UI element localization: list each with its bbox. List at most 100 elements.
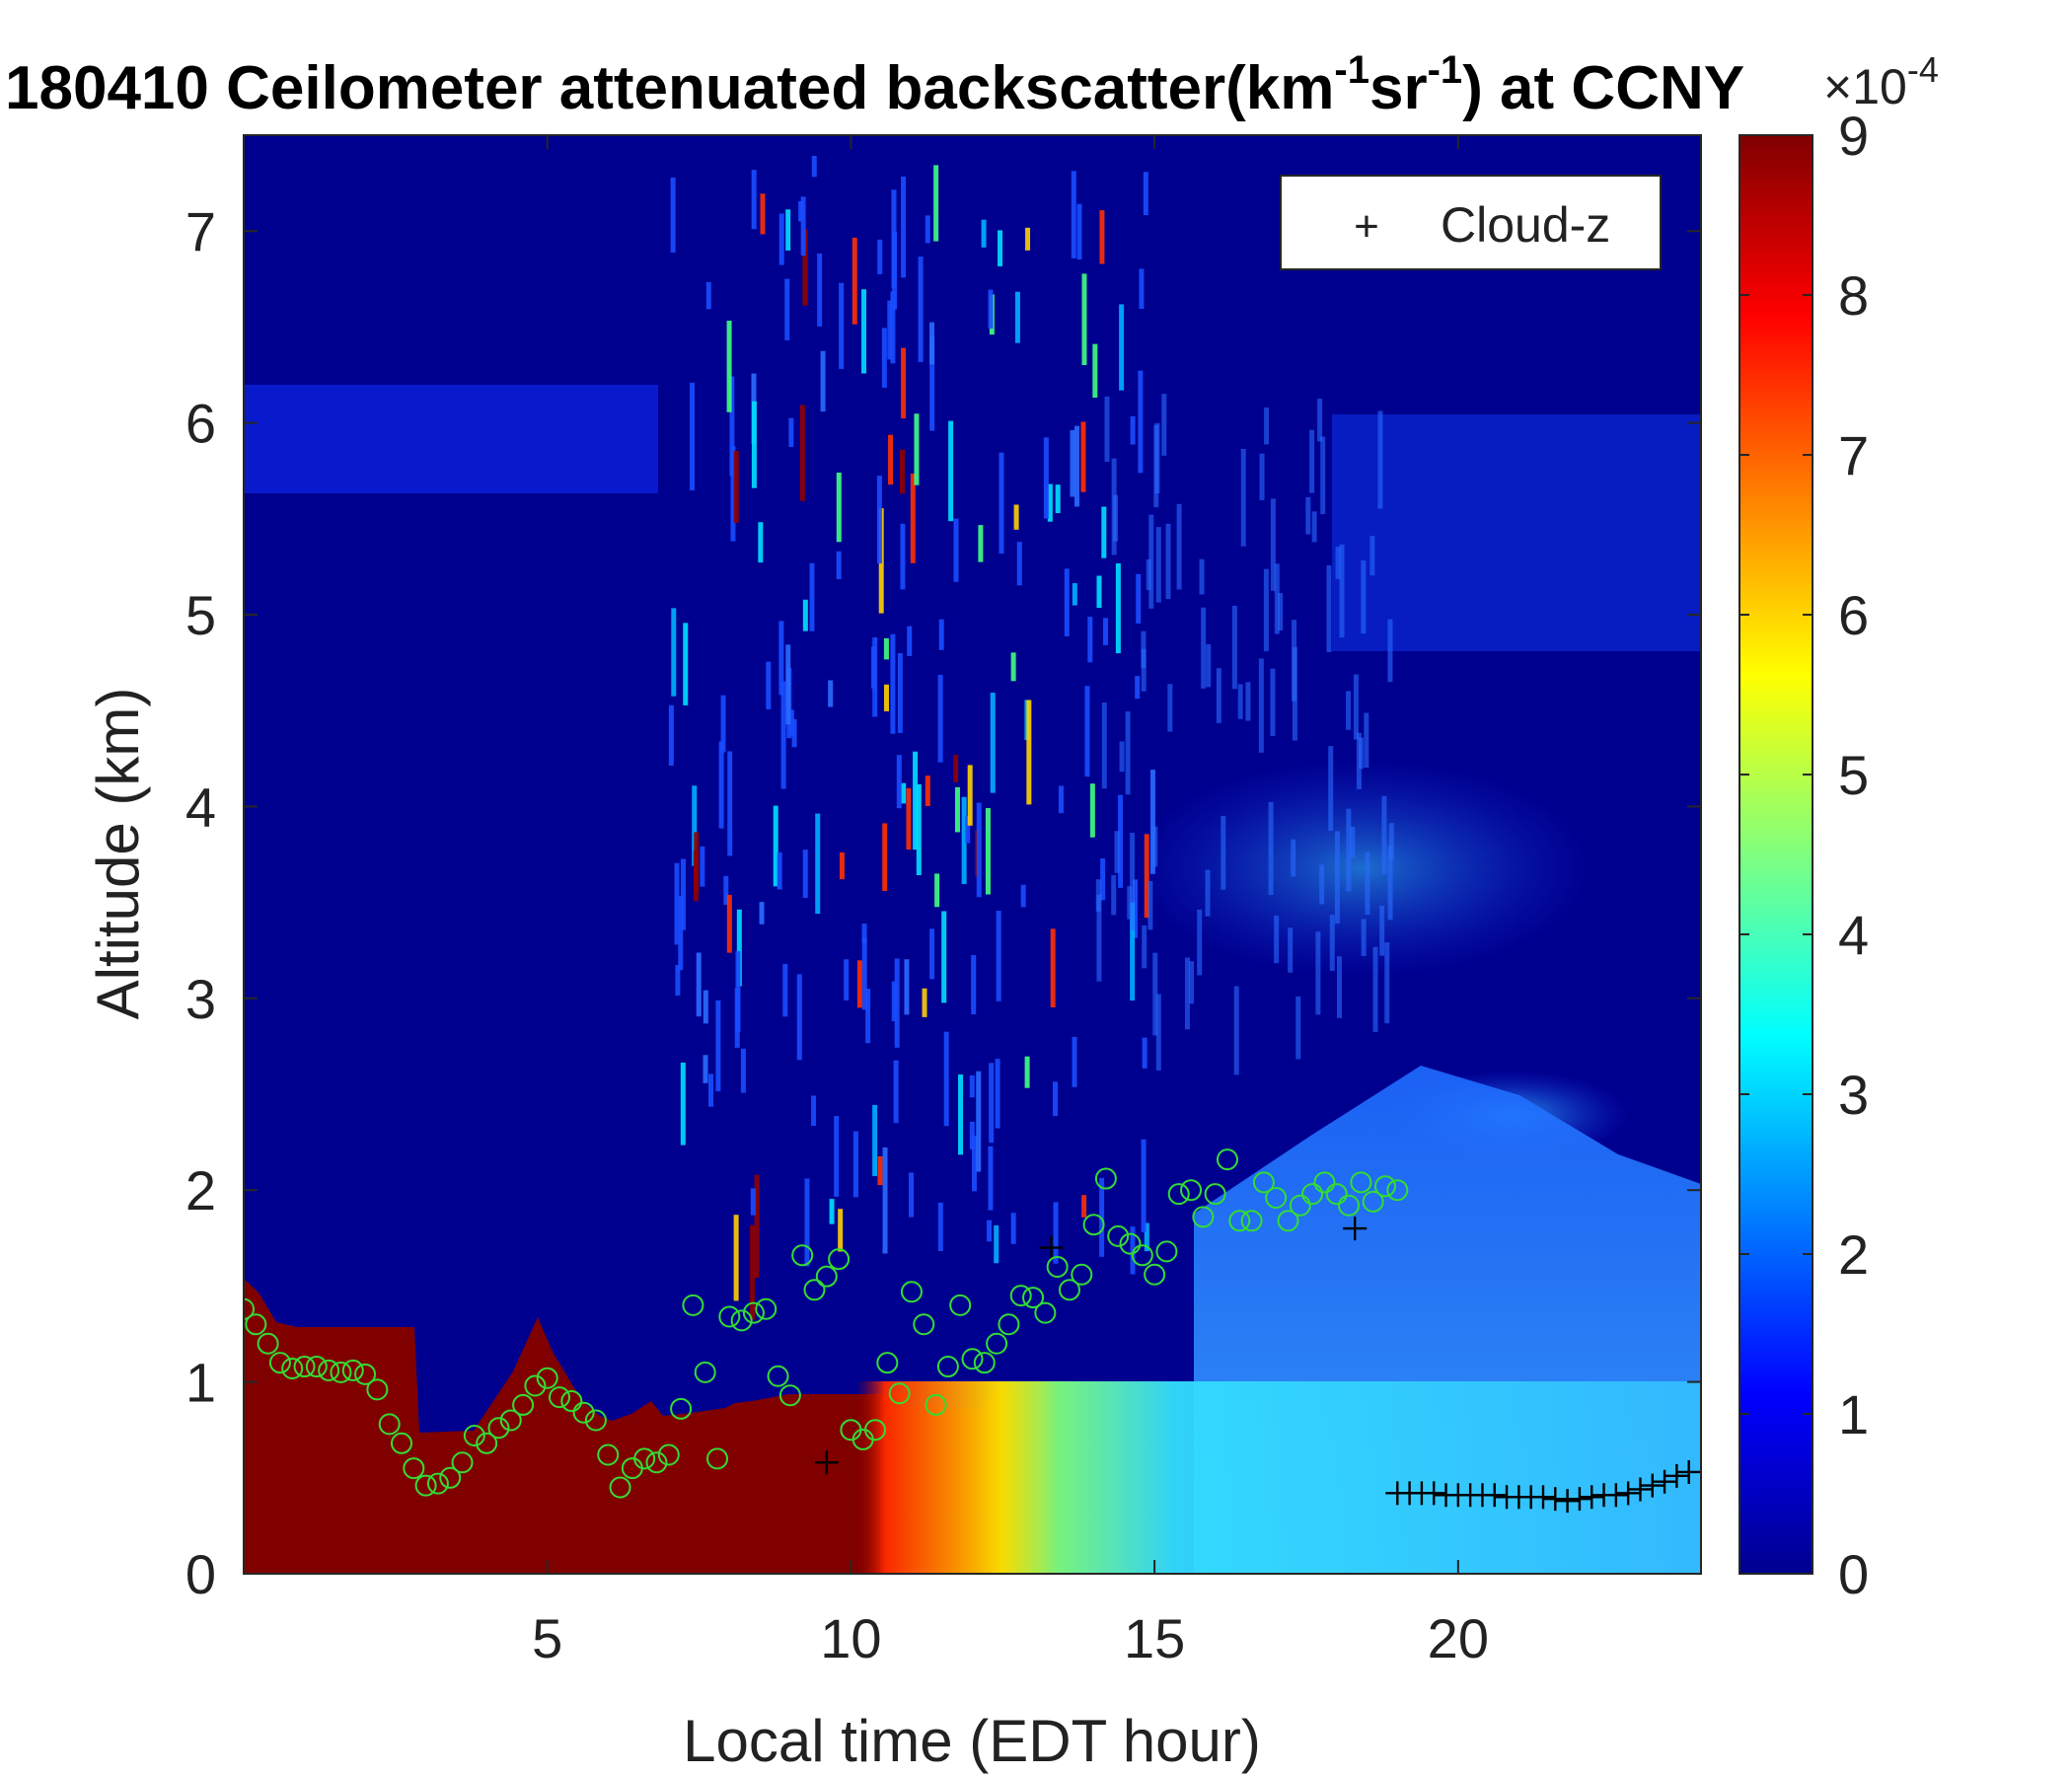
cloud-streak bbox=[1138, 370, 1144, 474]
cloud-streak bbox=[784, 278, 790, 340]
colorbar-tick-label: 6 bbox=[1838, 584, 1869, 646]
cloud-streak bbox=[729, 376, 735, 477]
cloud-streak bbox=[986, 1220, 992, 1242]
cloud-streak bbox=[1155, 994, 1161, 1071]
cloud-streak bbox=[925, 776, 930, 806]
cloud-streak bbox=[961, 796, 967, 885]
cloud-z-point bbox=[1653, 1469, 1677, 1494]
circle-point bbox=[1046, 1255, 1069, 1278]
cloud-streak bbox=[1206, 643, 1212, 688]
cloud-streak bbox=[1176, 503, 1182, 590]
cloud-streak bbox=[1381, 795, 1387, 874]
cloud-streak bbox=[839, 851, 845, 880]
circle-point bbox=[1252, 1171, 1275, 1194]
cloud-streak bbox=[1084, 686, 1090, 777]
circle-point bbox=[560, 1390, 583, 1413]
circle-point bbox=[1155, 1240, 1178, 1263]
cloud-streak bbox=[985, 807, 991, 895]
cloud-streak bbox=[1118, 794, 1124, 888]
cloud-streak bbox=[852, 1131, 858, 1198]
cloud-streak bbox=[838, 1209, 844, 1252]
cloud-streak bbox=[1148, 514, 1154, 609]
circle-point bbox=[876, 1352, 899, 1374]
cloud-streak bbox=[815, 813, 821, 915]
cloud-streak bbox=[1043, 437, 1049, 519]
cloud-streak bbox=[958, 1074, 964, 1155]
circle-point bbox=[1082, 1214, 1105, 1236]
x-axis: 5 10 15 20 bbox=[532, 135, 1489, 1669]
cloud-streak bbox=[1379, 905, 1385, 956]
cloud-streak bbox=[943, 1031, 949, 1127]
cloud-streak bbox=[1114, 831, 1120, 873]
circle-point bbox=[633, 1447, 656, 1470]
cloud-streak bbox=[1087, 617, 1093, 663]
cloud-streak bbox=[941, 911, 947, 1003]
cloud-streak bbox=[1388, 823, 1394, 860]
cloud-streak bbox=[674, 862, 680, 945]
cloud-streak bbox=[1258, 658, 1264, 753]
circle-point bbox=[536, 1367, 558, 1389]
circle-point bbox=[864, 1419, 887, 1442]
cloud-streak bbox=[675, 964, 681, 996]
cloud-streak bbox=[693, 851, 699, 902]
y-tick-label: 1 bbox=[185, 1352, 216, 1414]
cloud-streak bbox=[1058, 785, 1064, 814]
circle-point bbox=[451, 1451, 474, 1474]
circle-point bbox=[949, 1294, 972, 1316]
cloud-streak bbox=[671, 608, 677, 697]
cloud-streak bbox=[836, 472, 842, 543]
cloud-streak bbox=[1141, 648, 1147, 692]
cloud-streak bbox=[882, 823, 888, 892]
cloud-streak bbox=[1264, 407, 1270, 445]
colorbar-tick-label: 9 bbox=[1838, 105, 1869, 167]
cloud-streak bbox=[1103, 618, 1109, 645]
circle-point bbox=[1204, 1183, 1226, 1206]
cloud-streak bbox=[1334, 831, 1340, 924]
circle-point bbox=[549, 1386, 571, 1409]
cloud-streak bbox=[925, 215, 930, 244]
cloud-streak bbox=[720, 695, 726, 753]
cloud-streak bbox=[1201, 607, 1207, 689]
cloud-streak bbox=[1142, 925, 1147, 969]
circle-point bbox=[305, 1356, 328, 1378]
x-tick-label: 20 bbox=[1428, 1607, 1489, 1669]
cloud-streak bbox=[1144, 1222, 1149, 1252]
cloud-streak bbox=[718, 741, 724, 829]
colorbar-ticks: 0 1 2 3 4 5 6 7 8 9 bbox=[1739, 105, 1869, 1605]
cloud-streak bbox=[788, 709, 794, 736]
circle-point bbox=[268, 1352, 291, 1374]
cloud-streak bbox=[1278, 593, 1284, 630]
cloud-streak bbox=[890, 633, 896, 734]
cloud-z-point bbox=[1422, 1481, 1446, 1506]
circle-point bbox=[706, 1447, 729, 1470]
cloud-streak bbox=[1384, 942, 1390, 1024]
circle-point bbox=[476, 1432, 498, 1454]
cloud-streak bbox=[896, 755, 902, 809]
cloud-streak bbox=[922, 988, 927, 1017]
circle-point bbox=[1265, 1186, 1288, 1209]
cloud-z-point bbox=[1567, 1487, 1591, 1512]
cloud-streak bbox=[1240, 449, 1246, 547]
cloud-streak bbox=[1130, 833, 1136, 930]
cloud-streak bbox=[965, 815, 971, 844]
cloud-streak bbox=[811, 155, 817, 178]
cloud-streak bbox=[918, 257, 924, 362]
cloud-streak bbox=[934, 873, 940, 908]
cloud-streak bbox=[791, 718, 797, 748]
cloud-streak bbox=[1146, 558, 1151, 591]
cloud-streak bbox=[1377, 410, 1383, 509]
circle-point bbox=[755, 1297, 777, 1320]
cloud-streak bbox=[692, 785, 698, 866]
cloud-streak bbox=[1047, 483, 1053, 522]
cloud-streak bbox=[990, 693, 996, 793]
cloud-streak bbox=[910, 474, 916, 563]
circle-point bbox=[694, 1361, 716, 1383]
cloud-streak bbox=[1053, 1202, 1059, 1264]
upper-aerosol-band-right bbox=[1332, 414, 1701, 651]
circle-point bbox=[1167, 1183, 1190, 1206]
cloud-streak bbox=[1080, 421, 1086, 492]
colorbar-tick-label: 4 bbox=[1838, 904, 1869, 966]
circle-point bbox=[487, 1417, 510, 1440]
cloud-streak bbox=[954, 786, 960, 833]
cloud-streak bbox=[883, 637, 889, 660]
